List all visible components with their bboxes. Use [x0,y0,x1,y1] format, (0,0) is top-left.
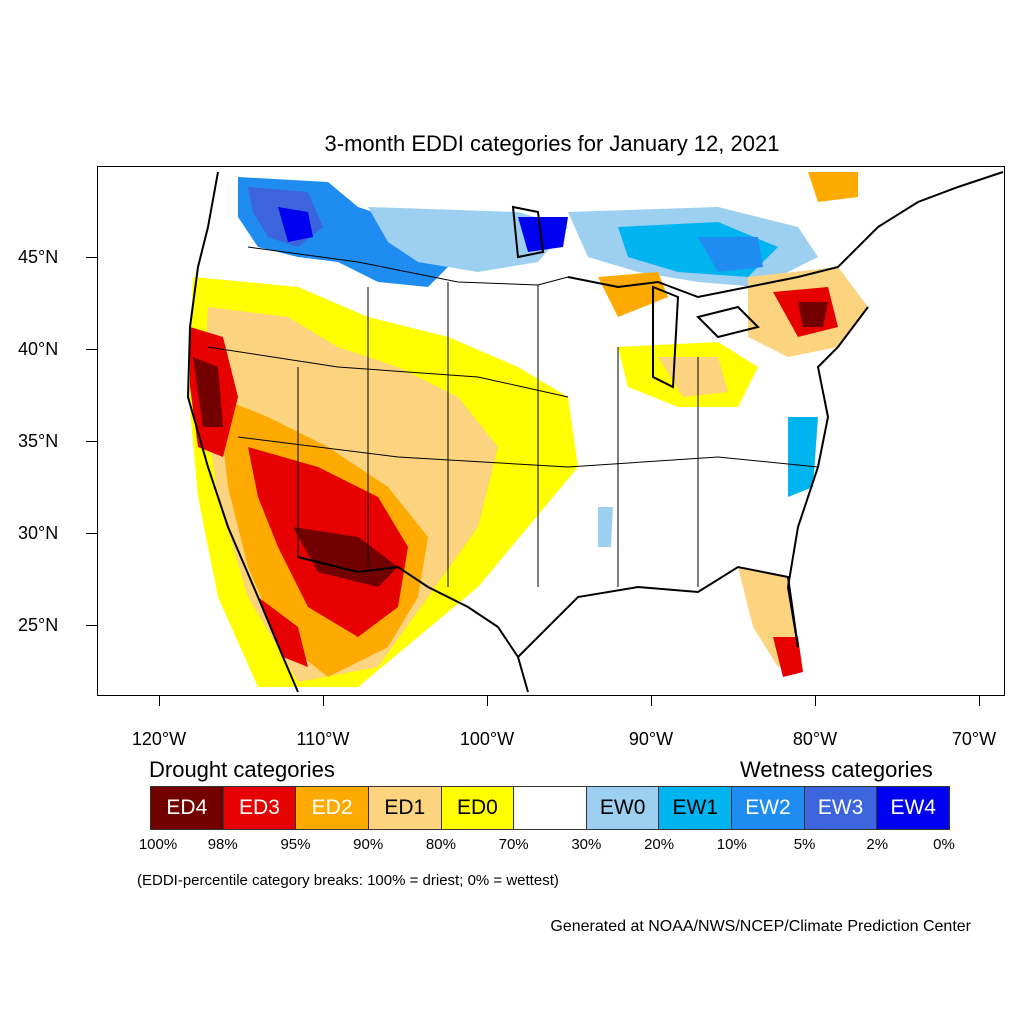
lon-tick-110 [323,696,324,706]
lat-label-40: 40°N [18,339,59,359]
credit-line: Generated at NOAA/NWS/NCEP/Climate Predi… [550,918,971,935]
lon-label-120: 120°W [131,729,187,749]
lon-tick-100 [487,696,488,706]
legend-box-ed2: ED2 [296,787,369,829]
lon-tick-70 [979,696,980,706]
lon-label-80: 80°W [792,729,838,749]
map-title: 3-month EDDI categories for January 12, … [324,131,780,156]
wetness-heading: Wetness categories [740,757,933,782]
eddi-map [97,166,1005,696]
legend-colorbar: ED4 ED3 ED2 ED1 ED0 EW0 EW1 EW2 EW3 EW4 [150,786,950,830]
legend-box-ew2: EW2 [732,787,805,829]
legend-box-ew1: EW1 [659,787,733,829]
lat-label-25: 25°N [18,615,59,635]
percentile-label: 100% [138,836,178,853]
lat-tick-45 [86,257,97,258]
percentile-label: 20% [644,836,675,853]
percentile-label: 2% [866,836,889,853]
boundaries [186,171,1004,693]
percentile-label: 98% [207,836,238,853]
percentile-label: 80% [425,836,456,853]
lon-tick-90 [651,696,652,706]
legend-box-ew3: EW3 [804,787,878,829]
lat-tick-30 [86,533,97,534]
percentile-label: 30% [571,836,602,853]
lon-label-110: 110°W [296,729,350,749]
legend-box-ed1: ED1 [368,787,442,829]
percentile-label: 0% [933,836,955,853]
wetness-areas [238,177,818,547]
lon-tick-80 [815,696,816,706]
category-note: (EDDI-percentile category breaks: 100% =… [137,872,559,889]
legend-box-ew0: EW0 [586,787,660,829]
lon-label-90: 90°W [628,729,674,749]
percentile-label: 70% [498,836,529,853]
lat-label-30: 30°N [18,523,59,543]
percentile-label: 90% [353,836,384,853]
percentile-label: 10% [716,836,747,853]
drought-heading: Drought categories [149,757,335,782]
lon-label-70: 70°W [951,729,997,749]
legend-box-ed0: ED0 [441,787,515,829]
legend-box-ed4: ED4 [151,787,224,829]
eddi-map-graphic [186,171,1004,693]
percentile-label: 5% [793,836,816,853]
lat-tick-40 [86,349,97,350]
lon-label-100: 100°W [459,729,515,749]
legend-box-neutral [514,787,587,829]
legend-box-ew4: EW4 [877,787,950,829]
legend-box-ed3: ED3 [223,787,297,829]
lat-label-45: 45°N [18,247,59,267]
lon-tick-120 [159,696,160,706]
lat-label-35: 35°N [18,431,59,451]
percentile-label: 95% [280,836,311,853]
lat-tick-35 [86,441,97,442]
lat-tick-25 [86,625,97,626]
